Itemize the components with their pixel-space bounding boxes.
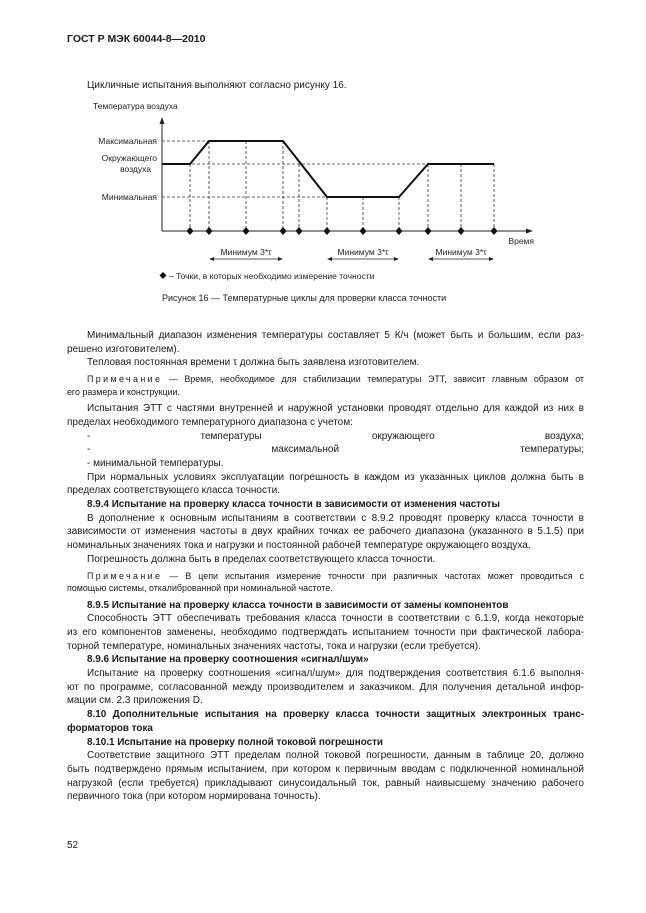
- range-arrow-head: [209, 257, 214, 261]
- range-label-1: Минимум 3*τ: [221, 247, 273, 257]
- measurement-point: [395, 227, 403, 235]
- diamond-dot-icon: [159, 272, 167, 279]
- temperature-curve: [162, 140, 494, 198]
- text-line: В дополнение к основным испытаниям в соо…: [87, 512, 584, 524]
- figure-16-temperature-cycles: Температура воздуха Максимальная Окружаю…: [93, 101, 534, 303]
- range-arrow-head: [327, 257, 332, 261]
- text-line: - максимальной температуры;: [87, 444, 584, 456]
- range-label-2: Минимум 3*τ: [338, 247, 390, 257]
- paragraph-block: Испытания ЭТТ с частями внутренней и нар…: [67, 402, 584, 429]
- measurement-point: [323, 227, 331, 235]
- y-axis-label: Температура воздуха: [93, 101, 178, 111]
- x-axis-arrow: [526, 228, 533, 234]
- text-line: 8.10.1 Испытание на проверку полной токо…: [87, 736, 383, 748]
- paragraph-block: Тепловая постоянная времени τ должна быт…: [67, 356, 584, 370]
- note-label: Примечание: [87, 374, 163, 385]
- legend-text: – Точки, в которых необходимо измерение …: [169, 271, 375, 281]
- text-line: форматоров тока: [67, 722, 153, 734]
- text-line: его размера и конструкции.: [67, 386, 180, 397]
- measurement-point: [279, 227, 287, 235]
- note-text: — В цепи испытания измерение точности пр…: [162, 570, 584, 581]
- text-line: Соответствие защитного ЭТТ пределам полн…: [87, 750, 584, 762]
- text-line: 8.10 Дополнительные испытания на проверк…: [87, 709, 584, 721]
- range-arrow-head: [394, 257, 399, 261]
- level-ambient-label-2: воздуха: [120, 164, 151, 174]
- text-line: Минимальный диапазон изменения температу…: [87, 330, 584, 341]
- text-line: торной температуре, номинальных значения…: [67, 640, 481, 652]
- note-block: Примечание — Время, необходимое для стаб…: [67, 373, 584, 398]
- text-line: пределах необходимого температурного диа…: [67, 416, 353, 428]
- measurement-point: [490, 227, 498, 235]
- text-line: быть подтверждено прямым испытанием, при…: [67, 763, 584, 775]
- text-line: решено изготовителем).: [67, 343, 180, 355]
- level-max-label: Максимальная: [98, 136, 157, 146]
- level-ambient-label-1: Окружающего: [102, 153, 158, 163]
- paragraph-block: Минимальный диапазон изменения температу…: [67, 329, 584, 356]
- paragraph-block: Испытание на проверку соотношения «сигна…: [67, 667, 584, 708]
- text-line: 8.9.5 Испытание на проверку класса точно…: [87, 599, 509, 611]
- text-line: зависимости от изменения частоты в двух …: [67, 526, 584, 538]
- text-line: Погрешность должна быть в пределах соотв…: [87, 553, 436, 565]
- text-line: - температуры окружающего воздуха;: [87, 430, 584, 442]
- range-label-3: Минимум 3*τ: [436, 247, 488, 257]
- page-number: 52: [67, 840, 79, 851]
- note-label: Примечание: [87, 570, 163, 581]
- level-min-label: Минимальная: [102, 192, 158, 202]
- text-line: первичного тока (при котором нормирована…: [67, 791, 321, 803]
- text-line: пределах соответствующего класса точност…: [67, 485, 280, 497]
- text-line: Тепловая постоянная времени τ должна быт…: [87, 357, 420, 369]
- paragraph-block: В дополнение к основным испытаниям в соо…: [67, 512, 584, 553]
- text-line: Примечание — В цепи испытания измерение …: [67, 570, 584, 583]
- text-line: из его компонентов заменены, необходимо …: [67, 626, 584, 638]
- paragraph-block: Погрешность должна быть в пределах соотв…: [67, 553, 584, 567]
- measurement-point: [242, 227, 250, 235]
- text-line: мации см. 2.3 приложения D.: [67, 695, 203, 707]
- text-line: - минимальной температуры.: [87, 457, 224, 469]
- measurement-point: [186, 227, 194, 235]
- figure-caption: Рисунок 16 — Температурные циклы для про…: [162, 293, 446, 303]
- measurement-point: [457, 227, 465, 235]
- heading-block: 8.10.1 Испытание на проверку полной токо…: [67, 736, 584, 750]
- text-line: Испытания ЭТТ с частями внутренней и нар…: [87, 403, 584, 415]
- range-arrow-head: [278, 257, 283, 261]
- text-line: ют по программе, согласованной между про…: [67, 681, 584, 693]
- measurement-point: [359, 227, 367, 235]
- heading-block: 8.10 Дополнительные испытания на проверк…: [67, 708, 584, 735]
- text-line: При нормальных условиях эксплуатации пог…: [87, 471, 584, 483]
- text-line: 8.9.4 Испытание на проверку класса точно…: [87, 499, 500, 511]
- intro-paragraph: Цикличные испытания выполняют согласно р…: [87, 80, 347, 91]
- heading-block: 8.9.6 Испытание на проверку соотношения …: [67, 653, 584, 667]
- heading-block: 8.9.5 Испытание на проверку класса точно…: [67, 599, 584, 613]
- measurement-point: [205, 227, 213, 235]
- list-block: - температуры окружающего воздуха; - макс…: [67, 430, 584, 471]
- body-text: Минимальный диапазон изменения температу…: [67, 329, 584, 804]
- y-axis-arrow: [159, 117, 165, 124]
- text-line: Примечание — Время, необходимое для стаб…: [67, 373, 584, 386]
- text-line: 8.9.6 Испытание на проверку соотношения …: [87, 654, 369, 666]
- paragraph-block: Соответствие защитного ЭТТ пределам полн…: [67, 749, 584, 804]
- text-line: нагрузкой (если требуется) прикладывают …: [67, 777, 584, 789]
- x-axis-label: Время: [508, 236, 534, 246]
- document-header: ГОСТ Р МЭК 60044-8—2010: [67, 33, 206, 45]
- note-block: Примечание — В цепи испытания измерение …: [67, 570, 584, 595]
- measurement-point: [424, 227, 432, 235]
- text-line: Способность ЭТТ обеспечивать требования …: [87, 613, 584, 625]
- range-arrow-head: [428, 257, 433, 261]
- measurement-point: [295, 227, 303, 235]
- paragraph-block: Способность ЭТТ обеспечивать требования …: [67, 612, 584, 653]
- text-line: помощью системы, откалиброванной при ном…: [67, 583, 333, 594]
- text-line: Испытание на проверку соотношения «сигна…: [87, 668, 584, 680]
- text-line: номинальных значениях тока и нагрузки и …: [67, 540, 531, 552]
- note-text: — Время, необходимое для стабилизации те…: [162, 374, 584, 385]
- heading-block: 8.9.4 Испытание на проверку класса точно…: [67, 498, 584, 512]
- paragraph-block: При нормальных условиях эксплуатации пог…: [67, 471, 584, 498]
- range-arrow-head: [489, 257, 494, 261]
- legend: – Точки, в которых необходимо измерение …: [159, 271, 375, 281]
